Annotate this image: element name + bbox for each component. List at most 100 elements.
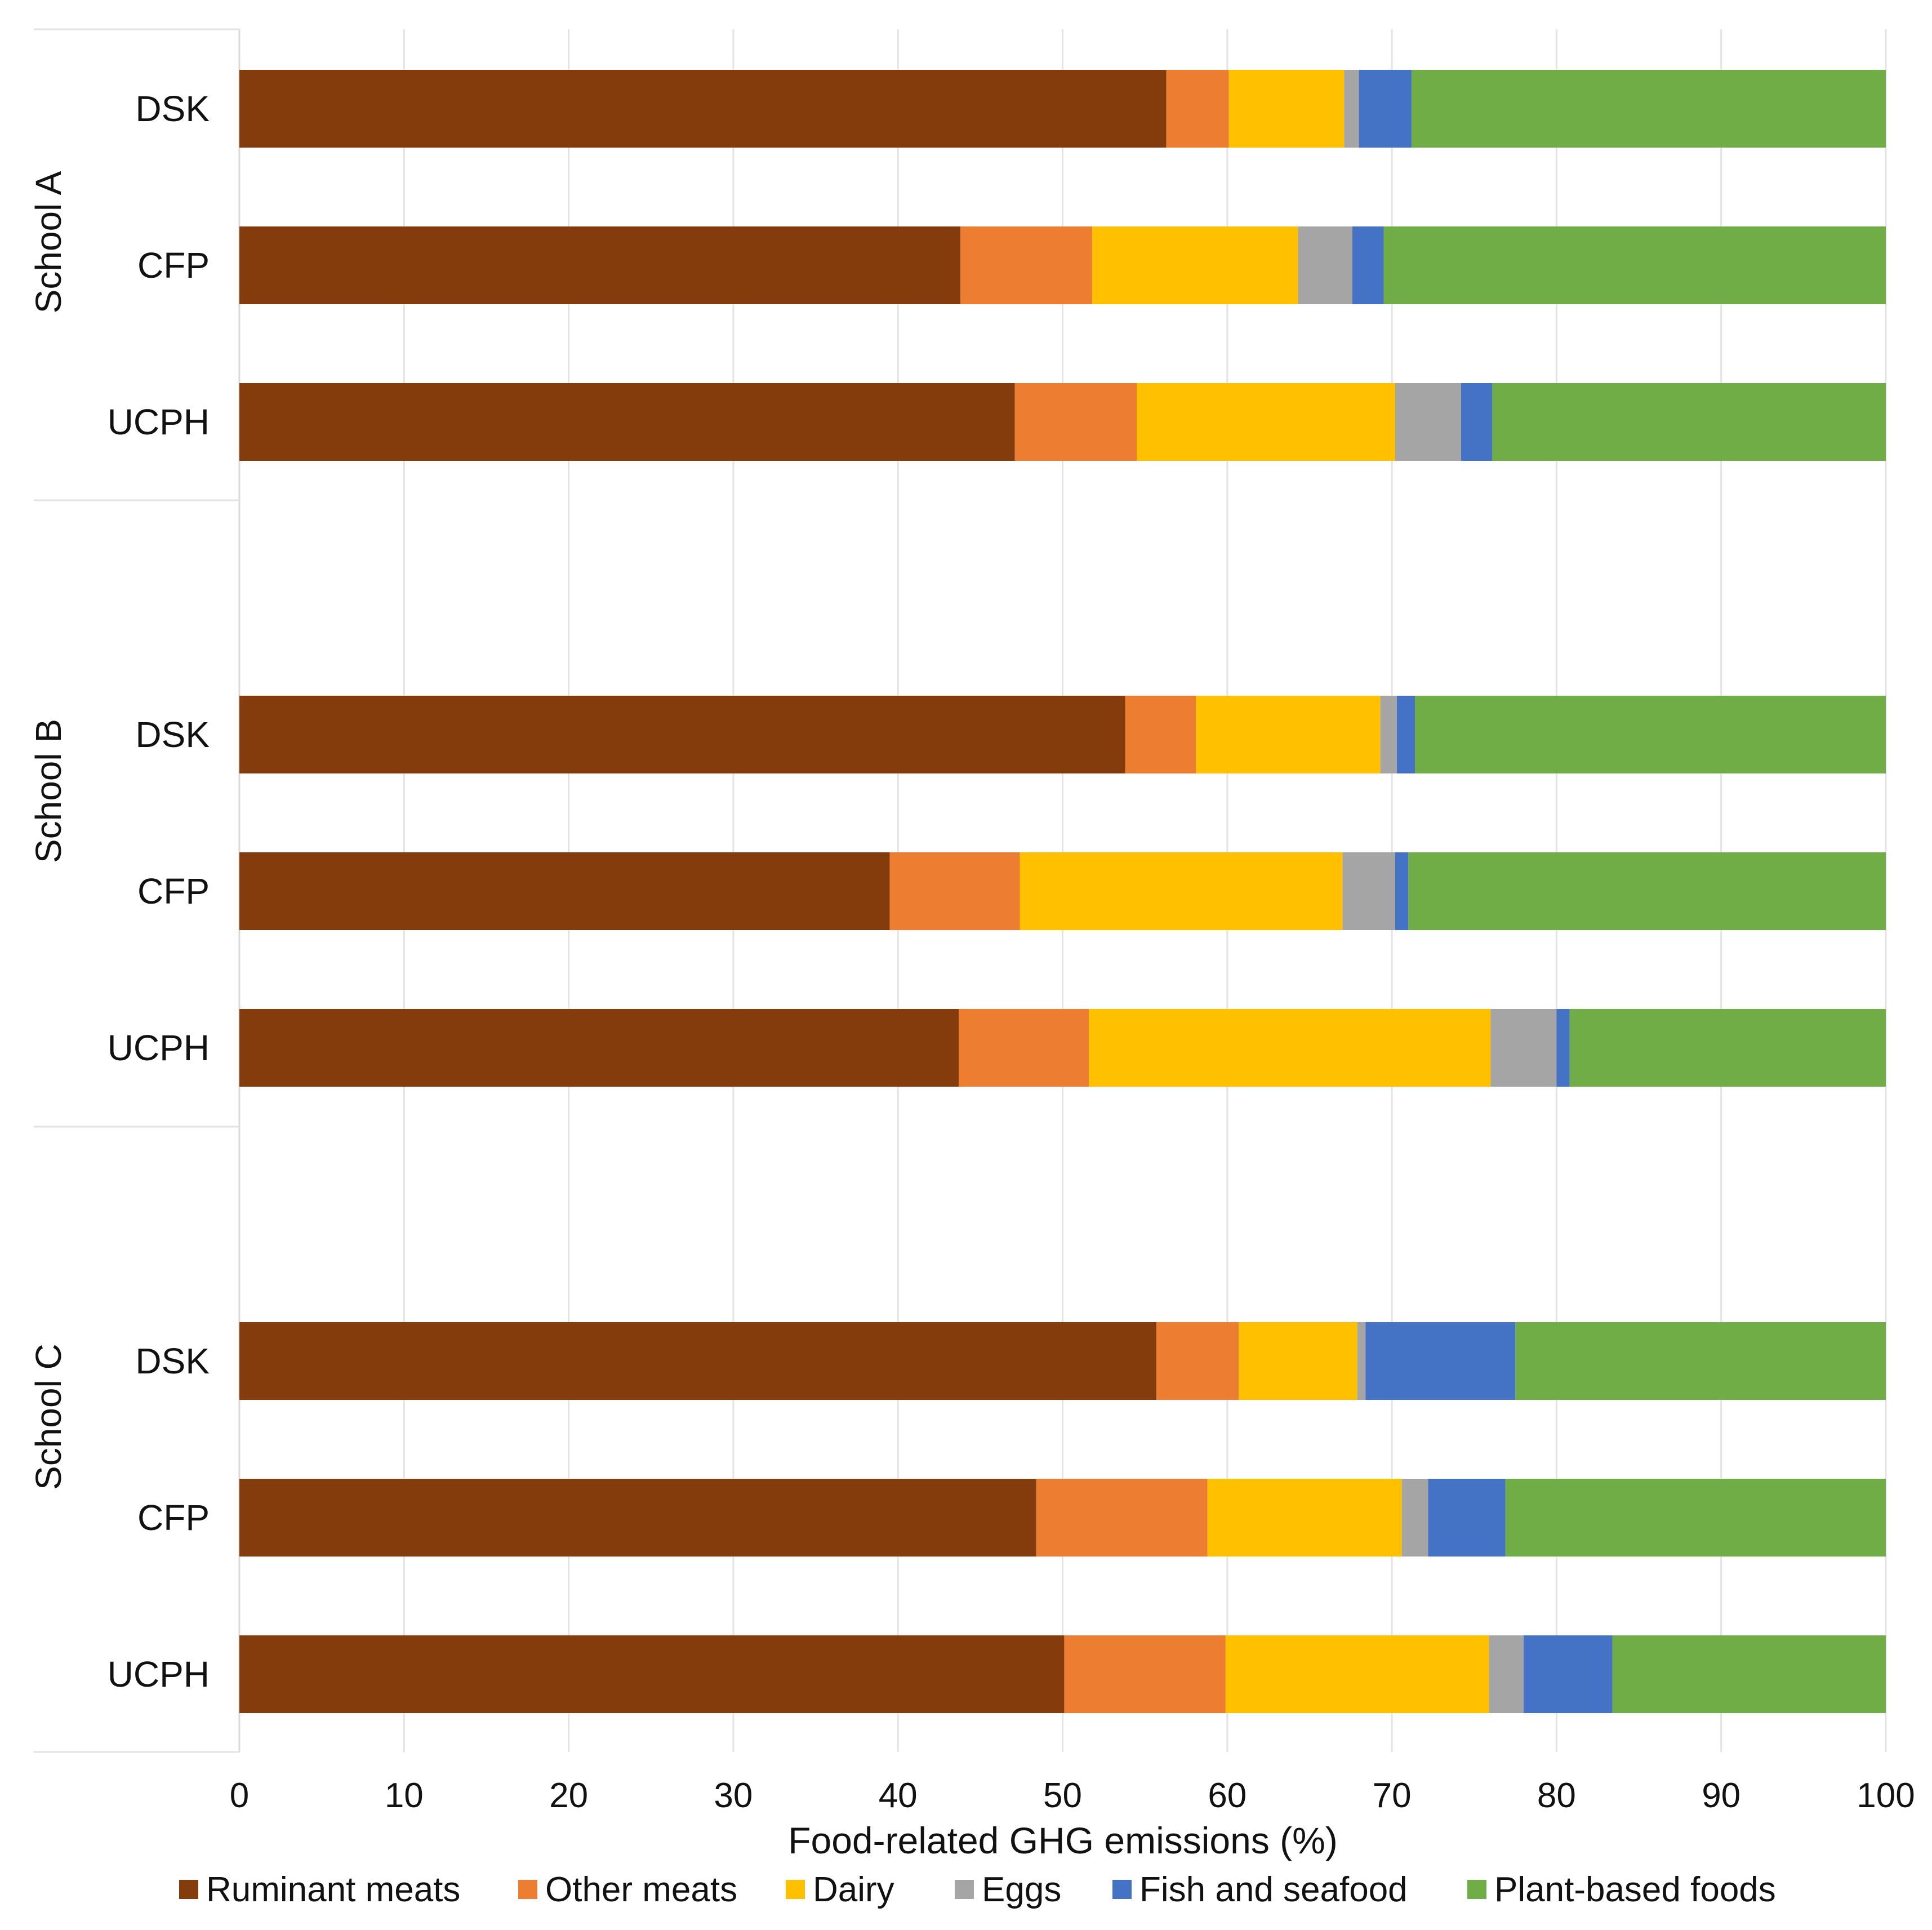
category-label: CFP	[137, 871, 210, 911]
x-axis-tick-labels: 0 10 20 30 40 50 60 70 80 90 100	[230, 1776, 1915, 1815]
bar-segment-eggs	[1344, 70, 1359, 148]
legend-swatch	[786, 1880, 805, 1899]
bar-segment-plant-based-foods	[1412, 70, 1886, 148]
bar-segment-eggs	[1490, 1009, 1557, 1087]
legend-item-dairy: Dairy	[786, 1870, 894, 1909]
category-label: CFP	[137, 1497, 210, 1538]
bar-segment-dairy	[1092, 226, 1298, 304]
legend-swatch	[1467, 1880, 1486, 1899]
x-tick-label: 90	[1702, 1776, 1740, 1815]
bar-segment-dairy	[1089, 1009, 1491, 1087]
bar-segment-dairy	[1207, 1479, 1402, 1557]
bar-segment-fish-and-seafood	[1365, 1322, 1516, 1400]
category-labels: DSK CFP UCPH DSK CFP UCPH DSK CFP UCPH	[108, 88, 210, 1695]
category-label: UCPH	[108, 1028, 210, 1068]
group-label: School B	[28, 719, 69, 863]
bar-segment-other-meats	[959, 1009, 1089, 1087]
bar-segment-fish-and-seafood	[1556, 1009, 1570, 1087]
bars	[239, 70, 1886, 1713]
legend: Ruminant meats Other meats Dairy Eggs Fish a…	[179, 1870, 1776, 1909]
legend-item-plant-based-foods: Plant-based foods	[1467, 1870, 1776, 1909]
x-tick-label: 40	[879, 1776, 918, 1815]
bar-segment-ruminant-meats	[239, 1635, 1065, 1713]
category-label: DSK	[135, 88, 210, 129]
x-tick-label: 100	[1857, 1776, 1915, 1815]
bar-segment-eggs	[1342, 852, 1395, 930]
legend-item-fish-and-seafood: Fish and seafood	[1112, 1870, 1408, 1909]
legend-swatch	[179, 1880, 198, 1899]
bar-school-c-ucph	[239, 1635, 1886, 1713]
bar-segment-ruminant-meats	[239, 70, 1167, 148]
group-label: School C	[28, 1344, 69, 1490]
bar-segment-plant-based-foods	[1415, 696, 1886, 773]
bar-segment-other-meats	[1014, 383, 1137, 461]
bar-segment-fish-and-seafood	[1395, 852, 1409, 930]
legend-item-eggs: Eggs	[955, 1870, 1061, 1909]
bar-segment-eggs	[1357, 1322, 1366, 1400]
bar-segment-eggs	[1489, 1635, 1524, 1713]
x-tick-label: 30	[714, 1776, 753, 1815]
bar-segment-ruminant-meats	[239, 1322, 1157, 1400]
x-tick-label: 10	[385, 1776, 424, 1815]
category-label: DSK	[135, 1341, 210, 1381]
bar-school-b-dsk	[239, 696, 1886, 773]
category-label: CFP	[137, 245, 210, 286]
legend-swatch	[955, 1880, 974, 1899]
x-tick-label: 70	[1373, 1776, 1412, 1815]
bar-segment-ruminant-meats	[239, 852, 890, 930]
x-tick-label: 60	[1208, 1776, 1247, 1815]
bar-segment-eggs	[1380, 696, 1397, 773]
bar-segment-other-meats	[1125, 696, 1196, 773]
legend-item-ruminant-meats: Ruminant meats	[179, 1870, 460, 1909]
bar-school-b-ucph	[239, 1009, 1886, 1087]
bar-segment-ruminant-meats	[239, 1009, 959, 1087]
bar-segment-other-meats	[889, 852, 1020, 930]
legend-label: Dairy	[813, 1870, 894, 1909]
legend-label: Ruminant meats	[206, 1870, 460, 1909]
bar-segment-other-meats	[1064, 1635, 1226, 1713]
bar-school-c-cfp	[239, 1479, 1886, 1557]
bar-segment-plant-based-foods	[1505, 1479, 1886, 1557]
bar-segment-dairy	[1137, 383, 1395, 461]
x-tick-label: 0	[230, 1776, 249, 1815]
bar-segment-eggs	[1298, 226, 1352, 304]
bar-segment-eggs	[1401, 1479, 1428, 1557]
bar-segment-dairy	[1020, 852, 1343, 930]
bar-segment-dairy	[1196, 696, 1381, 773]
bar-segment-plant-based-foods	[1408, 852, 1886, 930]
bar-segment-other-meats	[1166, 70, 1229, 148]
x-tick-label: 20	[549, 1776, 588, 1815]
bar-segment-plant-based-foods	[1515, 1322, 1886, 1400]
bar-segment-fish-and-seafood	[1396, 696, 1415, 773]
bar-segment-plant-based-foods	[1569, 1009, 1886, 1087]
category-label: UCPH	[108, 1654, 210, 1695]
group-labels: School A School B School C	[28, 171, 69, 1489]
bar-segment-other-meats	[1156, 1322, 1239, 1400]
bar-school-a-cfp	[239, 226, 1886, 304]
bar-segment-fish-and-seafood	[1461, 383, 1493, 461]
bar-segment-dairy	[1239, 1322, 1357, 1400]
legend-item-other-meats: Other meats	[518, 1870, 737, 1909]
bar-segment-fish-and-seafood	[1523, 1635, 1613, 1713]
x-axis-title: Food-related GHG emissions (%)	[788, 1820, 1338, 1861]
bar-segment-fish-and-seafood	[1352, 226, 1384, 304]
bar-school-a-ucph	[239, 383, 1886, 461]
legend-label: Plant-based foods	[1494, 1870, 1776, 1909]
bar-segment-dairy	[1228, 70, 1345, 148]
category-label: UCPH	[108, 402, 210, 442]
bar-segment-fish-and-seafood	[1428, 1479, 1506, 1557]
x-tick-label: 80	[1537, 1776, 1576, 1815]
group-label: School A	[28, 171, 69, 313]
bar-school-a-dsk	[239, 70, 1886, 148]
bar-segment-plant-based-foods	[1492, 383, 1886, 461]
group-dividers	[34, 28, 239, 1753]
bar-school-b-cfp	[239, 852, 1886, 930]
x-tick-label: 50	[1043, 1776, 1082, 1815]
bar-segment-other-meats	[1036, 1479, 1208, 1557]
bar-segment-dairy	[1225, 1635, 1489, 1713]
bar-segment-ruminant-meats	[239, 383, 1015, 461]
bar-segment-plant-based-foods	[1612, 1635, 1886, 1713]
legend-swatch	[518, 1880, 537, 1899]
legend-label: Other meats	[545, 1870, 737, 1909]
